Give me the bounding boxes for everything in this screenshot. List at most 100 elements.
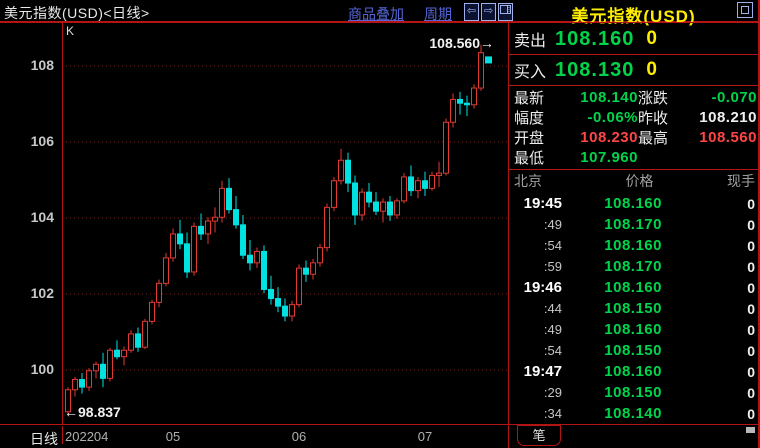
trade-time: 19:45: [523, 195, 562, 212]
candle: [184, 243, 190, 273]
trade-row: :49 108.160 0: [514, 319, 755, 340]
trades-header-price: 价格: [625, 173, 654, 189]
candle: [394, 200, 400, 216]
trade-time: :59: [543, 259, 562, 274]
scroll-left-icon[interactable]: ⇦: [464, 3, 479, 21]
candle: [401, 176, 407, 202]
trade-price: 108.160: [604, 279, 662, 296]
chart-title: 美元指数(USD)<日线>: [4, 5, 150, 21]
chart-bottom-border: [0, 424, 760, 425]
stats-grid: 最新 108.140 涨跌 -0.070 幅度 -0.06% 昨收 108.210 开盘 108.…: [514, 87, 757, 167]
candle: [268, 288, 274, 300]
candle: [415, 180, 421, 192]
trade-vol: 0: [747, 216, 755, 233]
trade-price: 108.150: [604, 342, 662, 359]
candle: [408, 176, 414, 192]
candle: [163, 257, 169, 284]
period-button[interactable]: 周期: [424, 6, 452, 22]
y-axis-label: 102: [30, 285, 54, 301]
candle: [275, 298, 281, 307]
overlay-button[interactable]: 商品叠加: [348, 6, 404, 22]
candle: [72, 379, 78, 391]
candle: [149, 301, 155, 322]
trade-vol: 0: [747, 405, 755, 422]
candle: [436, 172, 442, 176]
scroll-right-icon[interactable]: ⇨: [481, 3, 496, 21]
trade-time: 19:47: [523, 363, 562, 380]
stat-value: 108.140: [580, 88, 638, 106]
chart-canvas: [62, 44, 507, 415]
trade-time: :49: [543, 217, 562, 232]
candle: [429, 174, 435, 189]
trade-row: :59 108.170 0: [514, 256, 755, 277]
candle: [443, 121, 449, 174]
candle: [422, 180, 428, 189]
panel-layout-icon[interactable]: [498, 3, 513, 21]
trade-time: :29: [543, 385, 562, 400]
candle: [86, 370, 92, 388]
candle: [240, 224, 246, 256]
trades-header-time: 北京: [514, 173, 542, 189]
sell-label: 卖出: [514, 33, 547, 50]
maximize-icon[interactable]: [737, 2, 753, 18]
trade-price: 108.140: [604, 405, 662, 422]
buy-qty: 0: [646, 59, 657, 80]
high-annotation: 108.560→: [429, 35, 494, 51]
candle: [191, 225, 197, 273]
stat-label: 幅度: [514, 109, 545, 127]
trade-vol: 0: [747, 279, 755, 296]
trade-price: 108.160: [604, 195, 662, 212]
stat-value: -0.06%: [587, 108, 638, 126]
candle: [282, 305, 288, 317]
quote-title: 美元指数(USD): [571, 7, 696, 26]
candle: [450, 98, 456, 123]
quote-divider-4: [509, 169, 760, 170]
candle: [156, 282, 162, 303]
trade-row: :29 108.150 0: [514, 382, 755, 403]
trade-row: :34 108.140 0: [514, 403, 755, 424]
k-indicator-label: K: [66, 24, 75, 38]
candle: [387, 201, 393, 216]
stat-value: 107.960: [580, 148, 638, 166]
candle: [205, 220, 211, 235]
toolbar-icons: ⇦ ⇨: [464, 3, 513, 21]
stat-label: 开盘: [514, 129, 545, 147]
tab-bi[interactable]: 笔: [517, 425, 561, 446]
sell-qty: 0: [646, 28, 657, 49]
trade-price: 108.160: [604, 237, 662, 254]
scrollbar-thumb[interactable]: [746, 427, 755, 433]
period-label: 日线: [30, 431, 58, 447]
candle: [100, 363, 106, 379]
candle: [478, 52, 484, 89]
candlestick-chart[interactable]: K 108.560→ ←98.837 108 106 104 102 100: [0, 23, 508, 425]
trade-row: 19:45 108.160 0: [514, 193, 755, 214]
maximize-icon-inner: [741, 6, 749, 14]
trade-price: 108.160: [604, 363, 662, 380]
trade-vol: 0: [747, 258, 755, 275]
candle: [135, 333, 141, 348]
candle: [107, 349, 113, 379]
sell-row: 卖出 108.160 0: [509, 24, 758, 54]
stat-value: 108.230: [580, 128, 638, 146]
candle: [261, 250, 267, 290]
candle: [366, 191, 372, 203]
x-axis-month-label: 07: [417, 429, 433, 444]
y-axis-label: 104: [30, 209, 54, 225]
stat-label: 最新: [514, 89, 545, 107]
candle: [338, 159, 344, 182]
candle: [373, 201, 379, 212]
quote-divider-2: [509, 54, 760, 55]
trade-vol: 0: [747, 300, 755, 317]
trade-vol: 0: [747, 342, 755, 359]
candle: [142, 320, 148, 348]
candle: [331, 180, 337, 208]
candle: [233, 209, 239, 226]
y-axis-label: 100: [30, 361, 54, 377]
trade-time: :54: [543, 238, 562, 253]
trade-price: 108.170: [604, 216, 662, 233]
sell-price: 108.160: [555, 27, 635, 50]
candle: [289, 304, 295, 317]
trade-price: 108.150: [604, 300, 662, 317]
candle: [324, 206, 330, 249]
y-axis-label: 106: [30, 133, 54, 149]
